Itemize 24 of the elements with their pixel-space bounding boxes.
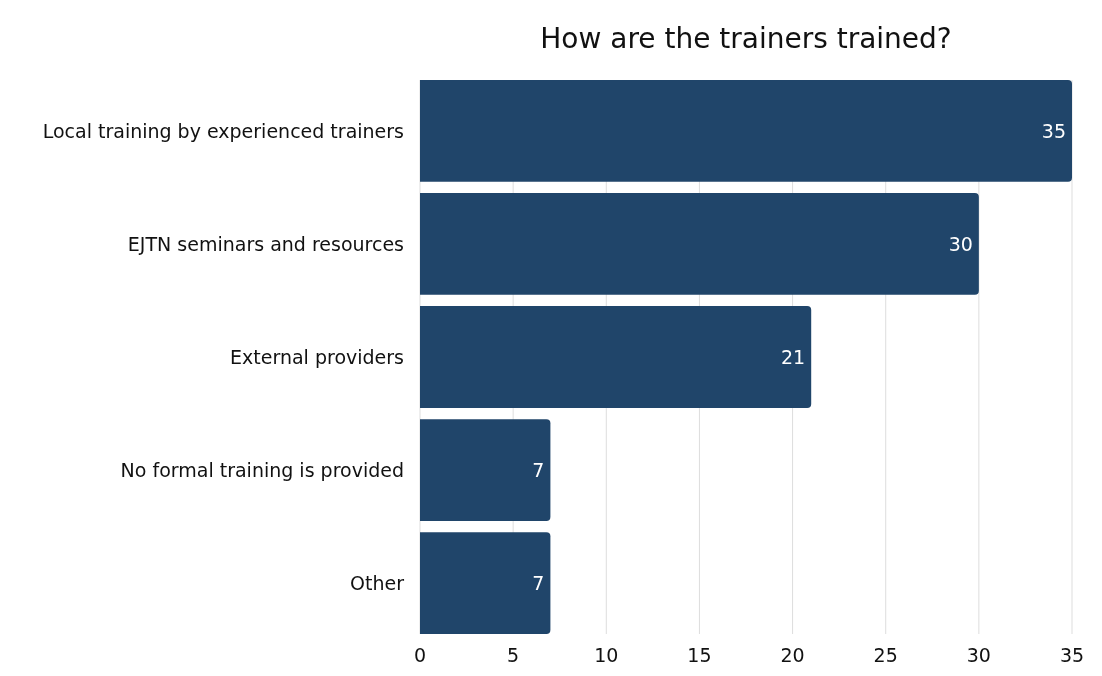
x-tick-label: 5 <box>507 644 520 666</box>
data-label: 7 <box>532 458 545 481</box>
data-label: 21 <box>781 345 806 368</box>
data-label: 7 <box>532 571 545 594</box>
bar <box>420 306 812 408</box>
data-label: 35 <box>1041 119 1066 142</box>
bar <box>420 419 551 521</box>
bar <box>420 532 551 634</box>
bar <box>420 80 1072 182</box>
x-tick-label: 35 <box>1059 644 1085 666</box>
chart-title: How are the trainers trained? <box>540 22 952 55</box>
y-tick-label: No formal training is provided <box>120 458 404 481</box>
x-tick-label: 30 <box>966 644 991 666</box>
x-tick-label: 25 <box>873 644 898 666</box>
data-label: 30 <box>948 232 973 255</box>
x-tick-label: 15 <box>687 644 712 666</box>
y-tick-label: Local training by experienced trainers <box>42 119 404 142</box>
y-tick-label: EJTN seminars and resources <box>127 232 404 255</box>
bar <box>420 193 979 295</box>
y-tick-label: External providers <box>230 345 404 368</box>
x-tick-label: 20 <box>780 644 805 666</box>
x-tick-label: 10 <box>594 644 619 666</box>
x-tick-label: 0 <box>413 644 427 666</box>
y-tick-label: Other <box>350 571 405 594</box>
